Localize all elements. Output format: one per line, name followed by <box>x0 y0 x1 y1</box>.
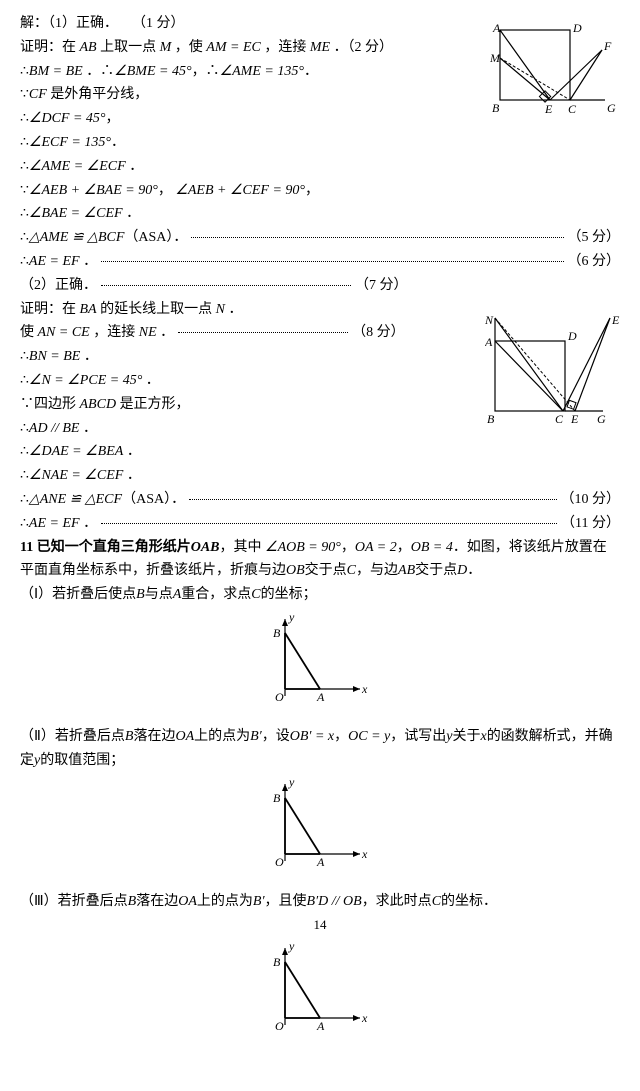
sol-line: ∴∠ECF = 135°． <box>20 131 620 155</box>
sol-line: ∴∠BAE = ∠CEF ． <box>20 202 620 226</box>
sol-line: ∴BM = BE ．∴∠BME = 45°，∴∠AME = 135°． <box>20 60 620 84</box>
sol-line: ∴BN = BE ． <box>20 345 620 369</box>
sol-line: ∴△ANE ≌ △ECF（ASA）．（10 分） <box>20 488 620 512</box>
svg-text:A: A <box>316 1019 325 1030</box>
page-number: 14 <box>20 914 620 936</box>
sol-line: 解：（1）正确． （1 分） <box>20 12 620 36</box>
svg-text:O: O <box>275 855 284 869</box>
svg-text:y: y <box>288 776 295 789</box>
triangle-figure-2: O A B x y <box>20 776 620 880</box>
sol-line: （2）正确．（7 分） <box>20 274 620 298</box>
sol-line: ∴AD // BE ． <box>20 417 620 441</box>
triangle-figure-3: O A B x y <box>20 940 620 1039</box>
problem-11: 11 已知一个直角三角形纸片OAB，其中 ∠AOB = 90°，OA = 2，O… <box>20 536 620 584</box>
svg-text:A: A <box>316 855 325 869</box>
svg-text:B: B <box>273 791 281 805</box>
problem-11-part3: （Ⅲ）若折叠后点B落在边OA上的点为B′，且使B′D // OB，求此时点C的坐… <box>20 890 620 914</box>
sol-line: ∵四边形 ABCD 是正方形， <box>20 393 620 417</box>
svg-text:B: B <box>273 626 281 640</box>
sol-line: ∴∠N = ∠PCE = 45° ． <box>20 369 620 393</box>
sol-line: ∴∠DCF = 45°， <box>20 107 620 131</box>
svg-text:B: B <box>273 955 281 969</box>
sol-line: ∴∠AME = ∠ECF ． <box>20 155 620 179</box>
sol-line: ∴△AME ≌ △BCF（ASA）．（5 分） <box>20 226 620 250</box>
sol-line: 证明：在 AB 上取一点 M ，使 AM = EC ，连接 ME ．（2 分） <box>20 36 620 60</box>
svg-text:O: O <box>275 1019 284 1030</box>
sol-line: ∴AE = EF ．（11 分） <box>20 512 620 536</box>
svg-text:O: O <box>275 690 284 704</box>
sol-line: ∵∠AEB + ∠BAE = 90°， ∠AEB + ∠CEF = 90°， <box>20 179 620 203</box>
problem-11-part1: （Ⅰ）若折叠后使点B与点A重合，求点C的坐标； <box>20 583 620 607</box>
problem-11-part2: （Ⅱ）若折叠后点B落在边OA上的点为B′，设OB′ = x，OC = y，试写出… <box>20 725 620 773</box>
sol-line: ∴∠NAE = ∠CEF ． <box>20 464 620 488</box>
sol-line: 使 AN = CE ，连接 NE ．（8 分） <box>20 321 620 345</box>
sol-line: 证明：在 BA 的延长线上取一点 N ． <box>20 298 620 322</box>
svg-text:y: y <box>288 611 295 624</box>
sol-line: ∴AE = EF ．（6 分） <box>20 250 620 274</box>
svg-text:A: A <box>316 690 325 704</box>
svg-text:x: x <box>361 682 368 696</box>
svg-text:x: x <box>361 847 368 861</box>
svg-text:x: x <box>361 1011 368 1025</box>
sol-line: ∴∠DAE = ∠BEA ． <box>20 440 620 464</box>
svg-text:y: y <box>288 940 295 953</box>
triangle-figure-1: O A B x y <box>20 611 620 715</box>
sol-line: ∵CF 是外角平分线， <box>20 83 620 107</box>
